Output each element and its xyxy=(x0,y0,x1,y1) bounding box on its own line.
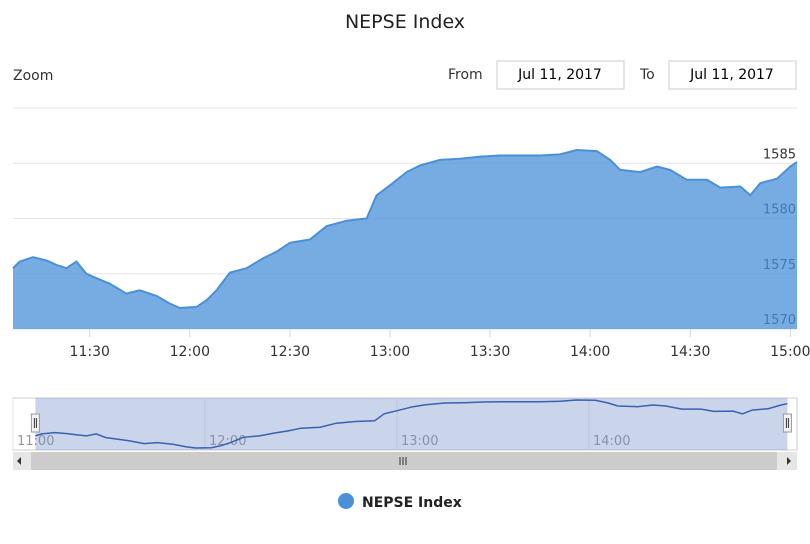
legend[interactable]: NEPSE Index xyxy=(338,493,462,511)
legend-symbol xyxy=(338,493,354,509)
line xyxy=(12,148,798,310)
scrollbar-thumb[interactable] xyxy=(31,452,777,470)
navigator-label: 12:00 xyxy=(209,434,246,449)
x-tick-label: 15:00 xyxy=(770,344,810,360)
to-label: To xyxy=(639,67,655,83)
navigator-label: 14:00 xyxy=(593,434,630,449)
from-input[interactable] xyxy=(496,60,625,90)
navigator-label: 13:00 xyxy=(401,434,438,449)
from-label: From xyxy=(448,67,483,83)
scroll-left[interactable] xyxy=(17,457,21,465)
x-tick-label: 12:30 xyxy=(270,344,310,360)
chart-title: NEPSE Index xyxy=(345,11,465,33)
x-tick-label: 13:30 xyxy=(470,344,510,360)
navigator-line xyxy=(35,399,788,449)
legend-label: NEPSE Index xyxy=(362,495,462,511)
to-date[interactable]: Jul 11, 2017 xyxy=(689,67,774,83)
from-date[interactable]: Jul 11, 2017 xyxy=(517,67,602,83)
navigator-selection xyxy=(35,398,788,450)
navigator: 11:00 12:00 13:00 14:00 xyxy=(12,398,792,450)
handle-grip xyxy=(785,418,789,428)
plot: 157015751580158511:3012:0012:3013:0013:3… xyxy=(12,147,810,360)
y-tick-label: 1585 xyxy=(763,147,796,162)
x-tick-label: 14:30 xyxy=(670,344,710,360)
x-tick-label: 14:00 xyxy=(570,344,610,360)
x-tick-label: 12:00 xyxy=(170,344,210,360)
zoom-label: Zoom xyxy=(13,68,53,84)
x-tick-label: 11:30 xyxy=(70,344,110,360)
scrollbar-grip xyxy=(399,457,407,465)
to-input[interactable] xyxy=(668,60,797,90)
area-fill xyxy=(13,150,797,329)
scroll-right[interactable] xyxy=(787,457,791,465)
navigator-handle[interactable] xyxy=(30,413,40,433)
navigator-handle[interactable] xyxy=(782,413,792,433)
x-tick-label: 13:00 xyxy=(370,344,410,360)
navigator-label: 11:00 xyxy=(17,434,54,449)
handle-grip xyxy=(33,418,37,428)
